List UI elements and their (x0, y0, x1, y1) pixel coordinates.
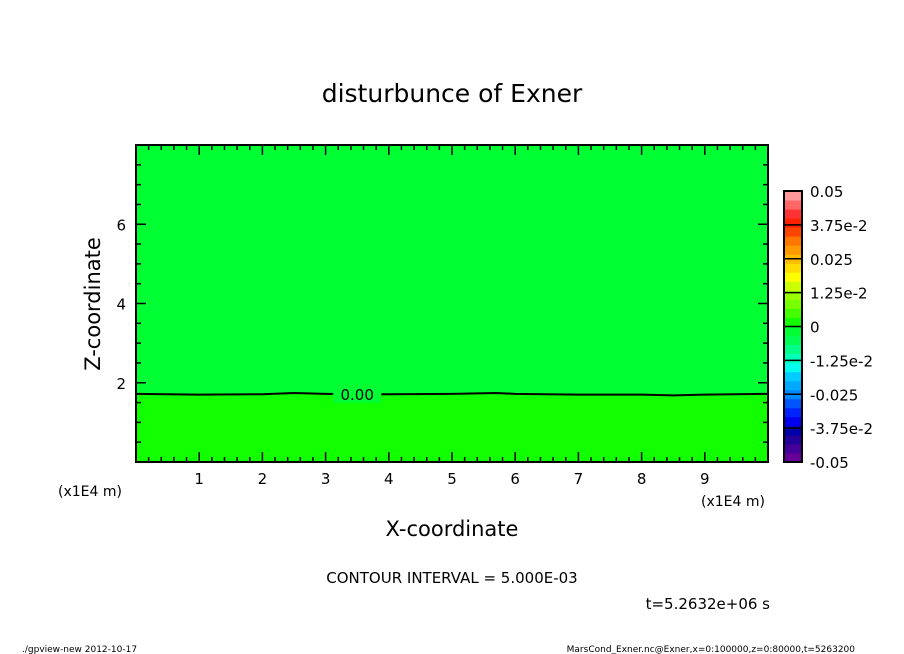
colorbar-bin (784, 452, 802, 463)
x-tick-label: 7 (574, 470, 584, 488)
colorbar-bin (784, 290, 802, 300)
colorbar-tick-label: 0.05 (810, 183, 843, 201)
x-axis-label: X-coordinate (386, 517, 519, 541)
y-tick-label: 4 (116, 296, 126, 314)
plot-area: 0.00 1 2 3 4 5 6 7 8 9 2 4 6 (116, 144, 769, 488)
x-tick-label: 1 (194, 470, 204, 488)
x-unit-label-right: (x1E4 m) (701, 494, 765, 510)
colorbar-bin (784, 416, 802, 427)
colorbar: 0.05 3.75e-2 0.025 1.25e-2 0 -1.25e-2 -0.025 -3… (783, 183, 873, 472)
colorbar-bin (784, 362, 802, 373)
x-tick-label: 9 (700, 470, 710, 488)
x-unit-label-left: (x1E4 m) (58, 484, 122, 500)
y-axis-label: Z-coordinate (81, 237, 105, 371)
colorbar-bin (784, 434, 802, 445)
x-tick-label: 8 (637, 470, 647, 488)
colorbar-bin (784, 299, 802, 309)
colorbar-bin (784, 245, 802, 255)
colorbar-frame (783, 190, 803, 463)
colorbar-bin (784, 371, 802, 382)
footer-left: ./gpview-new 2012-10-17 (22, 645, 137, 654)
colorbar-tick-label: -1.25e-2 (810, 352, 873, 370)
colorbar-bin (784, 317, 802, 327)
colorbar-tick-label: -3.75e-2 (810, 420, 873, 438)
contour-label-bg (333, 384, 382, 403)
x-tick-label: 5 (447, 470, 457, 488)
contour-interval-text: CONTOUR INTERVAL = 5.000E-03 (326, 569, 577, 587)
colorbar-bin (784, 398, 802, 409)
colorbar-tick-label: -0.05 (810, 454, 849, 472)
colorbar-bin (784, 227, 802, 237)
colorbar-bin (784, 281, 802, 291)
time-text: t=5.2632e+06 s (646, 595, 771, 613)
colorbar-bin (784, 335, 802, 346)
colorbar-bin (784, 344, 802, 355)
colorbar-bin (784, 191, 802, 201)
x-tick-label: 2 (258, 470, 268, 488)
contour-label: 0.00 (340, 386, 373, 404)
x-tick-label: 3 (321, 470, 331, 488)
colorbar-bin (784, 407, 802, 418)
region-below-contour (136, 393, 768, 462)
colorbar-bin (784, 380, 802, 391)
chart-title: disturbunce of Exner (322, 79, 583, 108)
colorbar-bin (784, 425, 802, 436)
colorbar-bin (784, 263, 802, 273)
colorbar-bin (784, 218, 802, 228)
colorbar-bin (784, 443, 802, 454)
colorbar-tick-label: 3.75e-2 (810, 217, 868, 235)
footer-right: MarsCond_Exner.nc@Exner,x=0:100000,z=0:8… (567, 645, 856, 654)
colorbar-tick-label: 0.025 (810, 251, 853, 269)
colorbar-bin (784, 353, 802, 364)
colorbar-tick-label: -0.025 (810, 386, 858, 404)
x-tick-label: 6 (510, 470, 520, 488)
colorbar-bin (784, 209, 802, 219)
y-tick-label: 2 (116, 375, 126, 393)
colorbar-tick-label: 1.25e-2 (810, 285, 868, 303)
colorbar-tick-label: 0 (810, 319, 820, 337)
colorbar-bin (784, 236, 802, 246)
x-tick-label: 4 (384, 470, 394, 488)
colorbar-bin (784, 200, 802, 210)
contour-line (135, 392, 769, 397)
colorbar-bin (784, 326, 802, 337)
y-tick-label: 6 (116, 216, 126, 234)
colorbar-bin (784, 272, 802, 282)
colorbar-bin (784, 308, 802, 318)
